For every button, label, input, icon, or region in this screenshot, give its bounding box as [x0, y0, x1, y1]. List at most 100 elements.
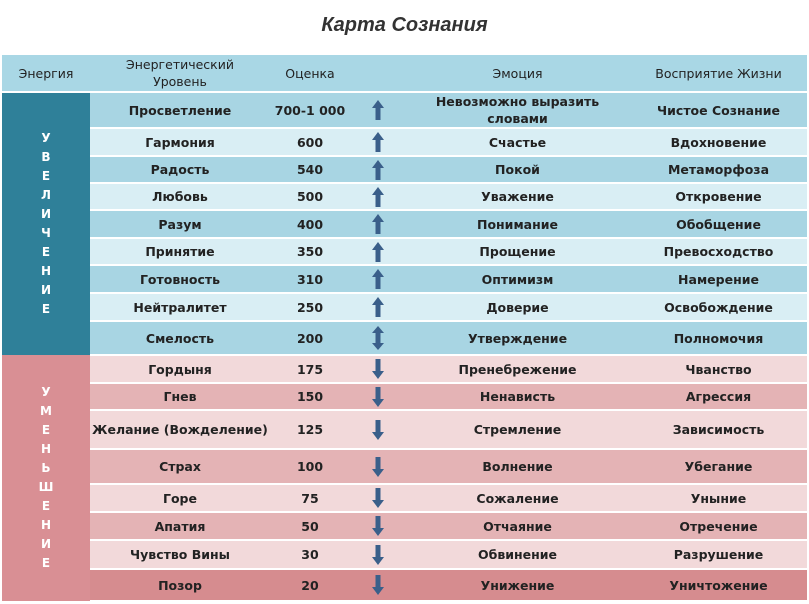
score-cell: 540: [270, 156, 350, 184]
arrow-up-icon: [350, 92, 405, 129]
emotion-cell: Понимание: [405, 210, 630, 239]
level-cell: Любовь: [90, 183, 270, 211]
score-cell: 125: [270, 410, 350, 450]
table-row: Апатия 50 Отчаяние Отречение: [2, 512, 807, 541]
arrow-up-icon: [350, 156, 405, 184]
perception-cell: Освобождение: [630, 293, 807, 322]
emotion-cell: Невозможно выразить словами: [405, 92, 630, 129]
perception-cell: Отречение: [630, 512, 807, 541]
table-row: Любовь 500 Уважение Откровение: [2, 183, 807, 211]
score-cell: 20: [270, 569, 350, 602]
emotion-cell: Уважение: [405, 183, 630, 211]
emotion-cell: Доверие: [405, 293, 630, 322]
consciousness-map-table: Энергия Энергетический Уровень Оценка Эм…: [2, 55, 807, 602]
perception-cell: Откровение: [630, 183, 807, 211]
table-row: Принятие 350 Прощение Превосходство: [2, 238, 807, 266]
table-row: Страх 100 Волнение Убегание: [2, 449, 807, 485]
perception-cell: Агрессия: [630, 383, 807, 411]
level-cell: Желание (Вожделение): [90, 410, 270, 450]
score-cell: 250: [270, 293, 350, 322]
arrow-up-icon: [350, 293, 405, 322]
table-row: Горе 75 Сожаление Уныние: [2, 484, 807, 513]
table-row: Гнев 150 Ненависть Агрессия: [2, 383, 807, 411]
table-row: Радость 540 Покой Метаморфоза: [2, 156, 807, 184]
table-row: Чувство Вины 30 Обвинение Разрушение: [2, 540, 807, 570]
level-cell: Готовность: [90, 265, 270, 294]
arrow-down-icon: [350, 410, 405, 450]
emotion-cell: Сожаление: [405, 484, 630, 513]
emotion-cell: Пренебрежение: [405, 355, 630, 384]
arrow-up-icon: [350, 265, 405, 294]
table-row: Готовность 310 Оптимизм Намерение: [2, 265, 807, 294]
emotion-cell: Обвинение: [405, 540, 630, 570]
level-cell: Чувство Вины: [90, 540, 270, 570]
score-cell: 200: [270, 321, 350, 356]
arrow-down-icon: [350, 484, 405, 513]
perception-cell: Зависимость: [630, 410, 807, 450]
score-cell: 30: [270, 540, 350, 570]
level-cell: Гнев: [90, 383, 270, 411]
perception-cell: Уничтожение: [630, 569, 807, 602]
header-energy: Энергия: [2, 55, 90, 93]
table-row: Позор 20 Унижение Уничтожение: [2, 569, 807, 602]
score-cell: 350: [270, 238, 350, 266]
table-row: У В Е Л И Ч Е Н И Е Просветление 700-1 000 Невозможн…: [2, 92, 807, 355]
level-cell: Разум: [90, 210, 270, 239]
level-cell: Просветление: [90, 92, 270, 129]
perception-cell: Обобщение: [630, 210, 807, 239]
level-cell: Страх: [90, 449, 270, 485]
emotion-cell: Оптимизм: [405, 265, 630, 294]
score-cell: 700-1 000: [270, 92, 350, 129]
level-cell: Гармония: [90, 128, 270, 157]
header-perception: Восприятие Жизни: [630, 55, 807, 93]
header-level: Энергетический Уровень: [90, 55, 270, 93]
table-row: Смелость 200 Утверждение Полномочия: [2, 321, 807, 356]
page-title: Карта Сознания: [321, 14, 488, 36]
level-cell: Горе: [90, 484, 270, 513]
level-cell: Апатия: [90, 512, 270, 541]
emotion-cell: Счастье: [405, 128, 630, 157]
emotion-cell: Унижение: [405, 569, 630, 602]
header-arrow: [350, 55, 405, 93]
arrow-up-icon: [350, 128, 405, 157]
arrow-down-icon: [350, 512, 405, 541]
level-cell: Принятие: [90, 238, 270, 266]
arrow-down-icon: [350, 383, 405, 411]
level-cell: Позор: [90, 569, 270, 602]
emotion-cell: Отчаяние: [405, 512, 630, 541]
level-cell: Нейтралитет: [90, 293, 270, 322]
arrow-down-icon: [350, 540, 405, 570]
emotion-cell: Ненависть: [405, 383, 630, 411]
perception-cell: Убегание: [630, 449, 807, 485]
score-cell: 50: [270, 512, 350, 541]
arrow-down-icon: [350, 449, 405, 485]
arrow-down-icon: [350, 569, 405, 602]
arrow-up-icon: [350, 238, 405, 266]
table-row: У М Е Н Ь Ш Е Н И Е Гордыня 175 Пренебрежение Чванств…: [2, 355, 807, 601]
perception-cell: Намерение: [630, 265, 807, 294]
level-cell: Гордыня: [90, 355, 270, 384]
table-row: Гармония 600 Счастье Вдохновение: [2, 128, 807, 157]
score-cell: 150: [270, 383, 350, 411]
perception-cell: Чванство: [630, 355, 807, 384]
header-score: Оценка: [270, 55, 350, 93]
arrow-up-icon: [350, 183, 405, 211]
header-emotion: Эмоция: [405, 55, 630, 93]
perception-cell: Чистое Сознание: [630, 92, 807, 129]
score-cell: 75: [270, 484, 350, 513]
score-cell: 100: [270, 449, 350, 485]
score-cell: 500: [270, 183, 350, 211]
arrow-up-down-icon: [350, 321, 405, 356]
score-cell: 400: [270, 210, 350, 239]
perception-cell: Полномочия: [630, 321, 807, 356]
arrow-up-icon: [350, 210, 405, 239]
emotion-cell: Волнение: [405, 449, 630, 485]
score-cell: 600: [270, 128, 350, 157]
emotion-cell: Стремление: [405, 410, 630, 450]
perception-cell: Уныние: [630, 484, 807, 513]
table-row: Разум 400 Понимание Обобщение: [2, 210, 807, 239]
perception-cell: Вдохновение: [630, 128, 807, 157]
score-cell: 310: [270, 265, 350, 294]
